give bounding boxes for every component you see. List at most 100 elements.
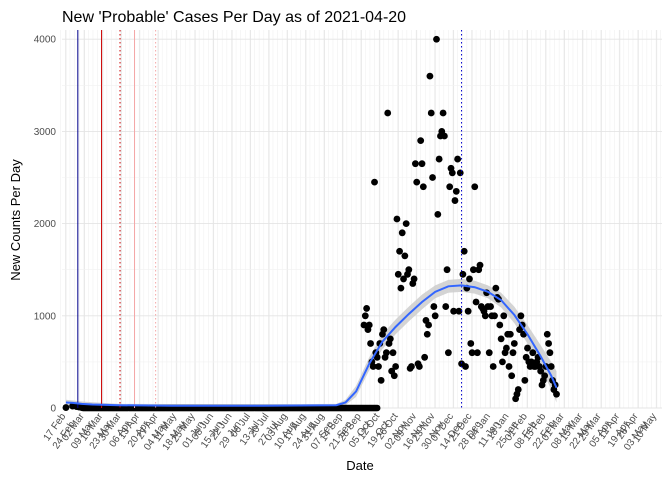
data-point xyxy=(417,137,425,145)
y-tick-label: 1000 xyxy=(34,311,57,322)
data-point xyxy=(455,307,463,315)
data-point xyxy=(485,349,493,357)
data-point xyxy=(365,321,373,329)
data-point xyxy=(390,372,398,380)
data-point xyxy=(487,303,494,310)
data-point xyxy=(413,178,421,186)
data-point xyxy=(371,178,378,186)
data-point xyxy=(537,367,545,375)
data-point xyxy=(394,270,402,278)
data-point xyxy=(426,72,434,80)
data-point xyxy=(454,155,462,163)
data-point xyxy=(444,349,452,357)
data-point xyxy=(400,275,407,283)
data-point xyxy=(497,335,505,343)
data-point xyxy=(360,321,368,329)
grid-lines xyxy=(60,30,662,409)
chart-title: New 'Probable' Cases Per Day as of 2021-… xyxy=(62,9,406,26)
data-point xyxy=(408,363,415,370)
data-point xyxy=(377,376,385,384)
data-point xyxy=(481,312,489,320)
trend-line xyxy=(65,284,558,407)
data-point xyxy=(418,160,426,168)
data-point xyxy=(401,252,409,260)
data-point xyxy=(489,363,497,370)
data-point xyxy=(78,404,86,411)
data-point xyxy=(397,284,405,292)
data-point xyxy=(459,270,467,278)
data-point xyxy=(427,109,435,117)
data-point xyxy=(382,349,390,357)
reference-lines xyxy=(77,30,463,408)
data-point xyxy=(492,284,500,292)
data-point xyxy=(514,386,522,393)
data-point xyxy=(402,220,410,228)
data-point xyxy=(405,266,413,274)
data-point xyxy=(476,261,484,269)
data-point xyxy=(373,353,381,361)
data-point xyxy=(468,349,476,357)
data-point xyxy=(499,358,506,366)
data-point xyxy=(508,372,516,380)
y-tick-label: 3000 xyxy=(34,127,57,138)
y-axis-ticks: 0 1000 2000 3000 4000 xyxy=(34,35,57,415)
data-point xyxy=(363,305,371,312)
data-point xyxy=(460,247,468,255)
y-tick-label: 2000 xyxy=(34,219,57,230)
data-point xyxy=(367,340,374,347)
data-point xyxy=(448,169,456,177)
data-point xyxy=(393,215,401,223)
x-axis-title: Date xyxy=(346,458,373,473)
data-point xyxy=(442,303,450,310)
data-point xyxy=(425,321,432,329)
data-point xyxy=(412,160,419,168)
data-point xyxy=(502,344,510,352)
zero-day-point xyxy=(373,404,381,412)
data-point xyxy=(361,312,369,320)
data-point xyxy=(62,404,70,411)
data-point xyxy=(541,372,549,380)
data-point xyxy=(545,340,552,347)
data-point xyxy=(491,312,498,320)
y-tick-label: 4000 xyxy=(34,35,57,46)
data-point xyxy=(421,353,429,361)
data-point xyxy=(509,349,517,357)
data-point xyxy=(456,169,464,177)
data-point xyxy=(392,363,400,370)
data-point xyxy=(430,303,438,310)
data-point xyxy=(380,326,388,334)
data-point xyxy=(546,349,554,357)
data-point xyxy=(410,275,418,283)
data-point xyxy=(446,183,454,191)
data-point xyxy=(434,210,442,218)
y-axis-title: New Counts Per Day xyxy=(8,159,23,281)
data-point xyxy=(452,187,460,195)
data-point xyxy=(431,312,439,320)
data-point xyxy=(517,312,525,320)
data-points xyxy=(62,35,560,411)
data-point xyxy=(386,335,394,343)
trend-path xyxy=(65,284,558,407)
data-point xyxy=(547,363,555,370)
data-point xyxy=(423,330,431,338)
data-point xyxy=(496,321,504,329)
data-point xyxy=(543,330,551,338)
data-point xyxy=(505,363,513,370)
data-point xyxy=(396,247,403,255)
data-point xyxy=(398,229,406,237)
data-point xyxy=(462,363,469,370)
data-point xyxy=(419,183,427,191)
data-point xyxy=(451,197,459,204)
data-point xyxy=(466,275,473,283)
data-point xyxy=(441,132,448,140)
data-point xyxy=(384,109,392,117)
data-point xyxy=(553,390,560,398)
data-point xyxy=(467,340,475,347)
data-point xyxy=(521,376,529,384)
data-point xyxy=(473,349,481,357)
data-point xyxy=(415,363,423,370)
data-point xyxy=(529,349,537,357)
data-point xyxy=(435,155,443,163)
